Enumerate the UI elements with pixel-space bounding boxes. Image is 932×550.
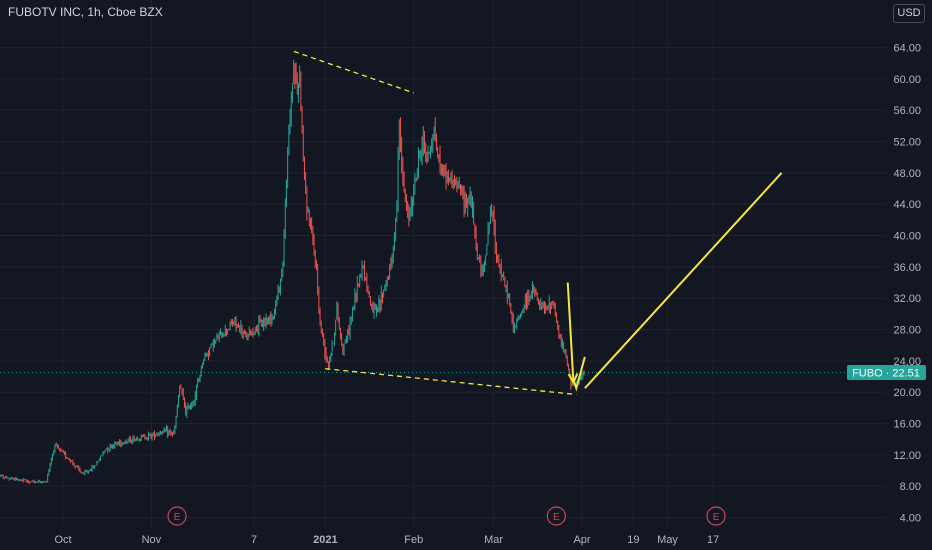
price-axis: 4.00 8.00 12.00 16.00 20.00 24.00 28.00 32.00 36…: [893, 43, 921, 525]
x-tick-label: 7: [251, 534, 257, 546]
trendline-drawing: [325, 368, 577, 396]
x-tick-label: May: [657, 534, 678, 546]
y-tick-label: 36.00: [893, 262, 921, 274]
trendline-drawing: [584, 172, 783, 389]
price-tag-bg: [847, 365, 926, 381]
y-tick-label: 44.00: [893, 199, 921, 211]
y-tick-label: 32.00: [893, 293, 921, 305]
y-tick-label: 12.00: [893, 450, 921, 462]
earnings-marker-label: E: [713, 512, 720, 523]
y-tick-label: 60.00: [893, 74, 921, 86]
y-tick-label: 4.00: [900, 513, 921, 525]
y-tick-label: 20.00: [893, 387, 921, 399]
currency-button[interactable]: USD: [893, 4, 925, 23]
earnings-marker-label: E: [553, 512, 560, 523]
earnings-marker-label: E: [174, 512, 181, 523]
x-tick-label: 2021: [313, 534, 337, 546]
earnings-marker[interactable]: E: [546, 506, 566, 526]
trendline-drawing: [293, 50, 414, 94]
y-tick-label: 24.00: [893, 356, 921, 368]
arrow-head: [567, 373, 575, 384]
x-tick-label: Mar: [484, 534, 503, 546]
chart-title: FUBOTV INC, 1h, Cboe BZX: [8, 5, 163, 19]
price-candles: [0, 59, 585, 484]
grid: [0, 0, 886, 528]
y-tick-label: 48.00: [893, 168, 921, 180]
x-tick-label: Nov: [142, 534, 162, 546]
y-tick-label: 64.00: [893, 43, 921, 55]
last-price-tag: FUBO · 22.51: [847, 365, 926, 381]
y-tick-label: 52.00: [893, 137, 921, 149]
drawings: [293, 50, 783, 396]
x-tick-label: Apr: [573, 534, 590, 546]
earnings-marker[interactable]: E: [167, 506, 187, 526]
y-tick-label: 40.00: [893, 231, 921, 243]
x-tick-label: 19: [627, 534, 639, 546]
polyline-drawing: [572, 356, 586, 392]
time-axis: Oct Nov 7 2021 Feb Mar Apr 19 May 17: [54, 534, 719, 546]
arrow-drawing: [566, 282, 575, 383]
x-tick-label: Feb: [404, 534, 423, 546]
y-tick-label: 56.00: [893, 105, 921, 117]
price-tag-label: FUBO · 22.51: [852, 368, 920, 380]
y-tick-label: 16.00: [893, 419, 921, 431]
x-tick-label: 17: [707, 534, 719, 546]
x-tick-label: Oct: [54, 534, 71, 546]
earnings-marker[interactable]: E: [706, 506, 726, 526]
y-tick-label: 8.00: [900, 481, 921, 493]
y-tick-label: 28.00: [893, 325, 921, 337]
